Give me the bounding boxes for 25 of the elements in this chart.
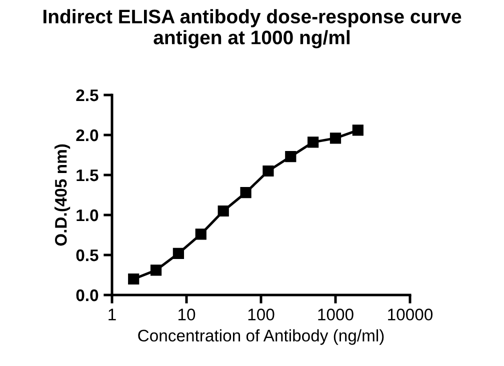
point	[218, 205, 229, 217]
x-tick-label: 1000	[318, 308, 354, 320]
point	[330, 132, 342, 144]
point	[352, 124, 364, 136]
y-tick-label: 1.0	[76, 209, 98, 222]
x-axis-title: Concentration of Antibody (ng/ml)	[138, 329, 384, 345]
x-tick-label: 1	[108, 308, 116, 320]
point	[308, 136, 319, 148]
point	[128, 273, 140, 285]
point	[150, 264, 162, 276]
point	[195, 228, 206, 240]
y-tick-label: 2.5	[76, 89, 98, 102]
y-axis-title: O.D.(405 nm)	[54, 144, 70, 246]
y-tick-label: 2.0	[76, 129, 98, 142]
y-tick-label: 1.5	[76, 170, 98, 182]
y-tick-label: 0.5	[76, 249, 98, 262]
point	[240, 187, 252, 198]
chart-title: Indirect ELISA antibody dose-response curve antigen at 1000 ng/ml	[44, 9, 462, 48]
point	[285, 151, 296, 162]
x-tick-label: 10000	[388, 308, 433, 320]
x-tick-label: 10	[178, 308, 196, 320]
x-tick-label: 100	[248, 308, 274, 320]
point	[262, 165, 274, 177]
y-tick-label: 0.0	[76, 289, 98, 302]
point	[172, 248, 184, 259]
